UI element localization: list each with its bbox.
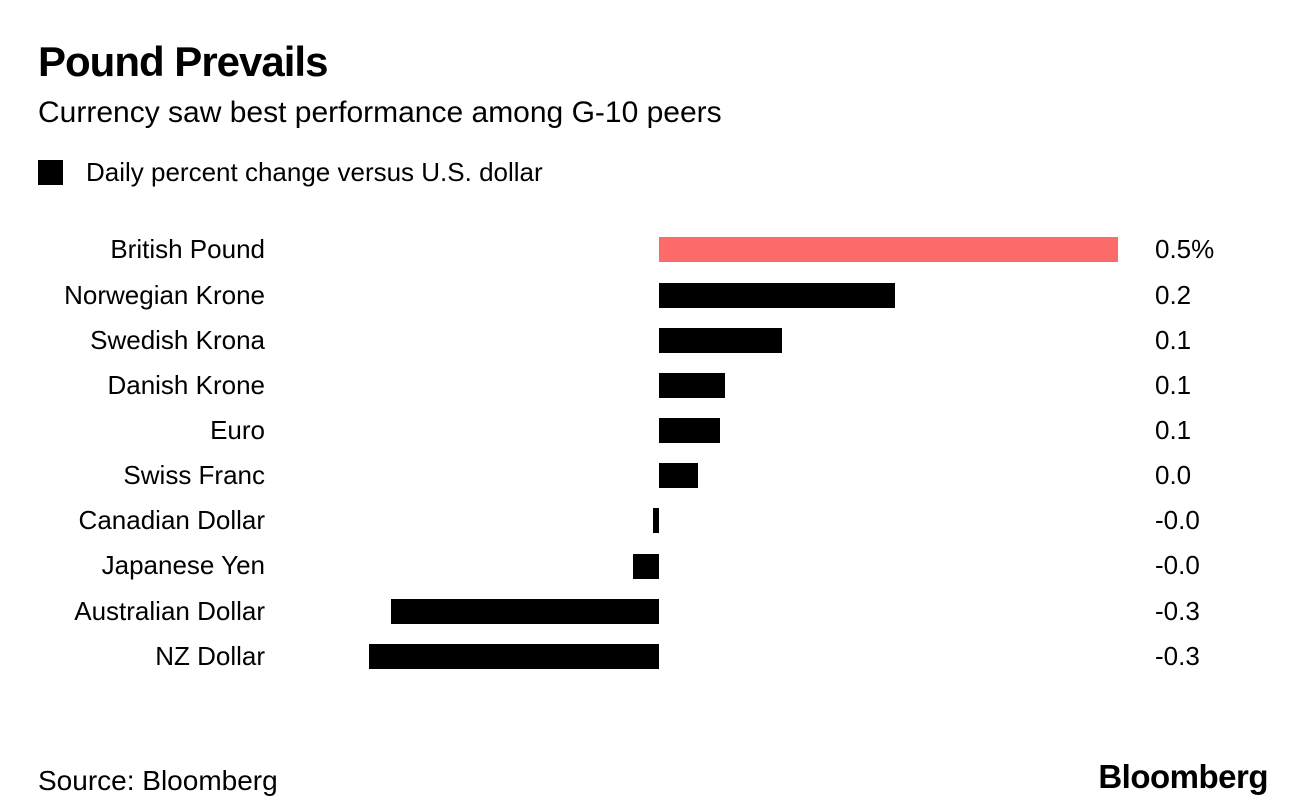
- chart-row: Canadian Dollar -0.0: [0, 498, 1296, 543]
- page-title: Pound Prevails: [38, 38, 328, 85]
- bar: [659, 372, 725, 398]
- chart-row: Swiss Franc 0.0: [0, 453, 1296, 498]
- category-label: Norwegian Krone: [64, 279, 265, 310]
- value-label: 0.1: [1155, 415, 1192, 446]
- chart-row: Euro 0.1: [0, 408, 1296, 453]
- chart-row: NZ Dollar -0.3: [0, 634, 1296, 679]
- chart-row: Swedish Krona 0.1: [0, 318, 1296, 363]
- legend-swatch: [38, 160, 63, 185]
- value-label: 0.5%: [1155, 234, 1215, 265]
- value-label: -0.3: [1155, 595, 1200, 626]
- chart-row: Australian Dollar -0.3: [0, 589, 1296, 634]
- value-label: -0.3: [1155, 640, 1200, 671]
- bar: [659, 418, 720, 444]
- category-label: Swiss Franc: [123, 460, 265, 491]
- bar: [659, 237, 1118, 263]
- category-label: Canadian Dollar: [78, 505, 265, 536]
- bar: [653, 508, 659, 534]
- chart-row: Norwegian Krone 0.2: [0, 273, 1296, 318]
- value-label: 0.1: [1155, 324, 1192, 355]
- bar: [369, 643, 659, 669]
- value-label: -0.0: [1155, 505, 1200, 536]
- legend: Daily percent change versus U.S. dollar: [38, 158, 543, 187]
- chart-row: Danish Krone 0.1: [0, 363, 1296, 408]
- source-note: Source: Bloomberg: [38, 765, 278, 796]
- category-label: Japanese Yen: [101, 550, 265, 581]
- bloomberg-logo: Bloomberg: [1098, 758, 1268, 795]
- legend-label: Daily percent change versus U.S. dollar: [86, 157, 543, 187]
- category-label: Swedish Krona: [90, 324, 265, 355]
- category-label: NZ Dollar: [155, 640, 265, 671]
- bar: [391, 598, 659, 624]
- category-label: British Pound: [110, 234, 265, 265]
- value-label: 0.2: [1155, 279, 1192, 310]
- bar: [633, 553, 659, 579]
- page-subtitle: Currency saw best performance among G-10…: [38, 96, 722, 129]
- chart-row: British Pound 0.5%: [0, 227, 1296, 272]
- value-label: 0.0: [1155, 460, 1192, 491]
- bar: [659, 327, 782, 353]
- category-label: Australian Dollar: [74, 595, 265, 626]
- category-label: Euro: [210, 415, 265, 446]
- value-label: 0.1: [1155, 369, 1192, 400]
- bar: [659, 282, 895, 308]
- bar: [659, 463, 698, 489]
- chart-row: Japanese Yen -0.0: [0, 543, 1296, 588]
- category-label: Danish Krone: [107, 369, 265, 400]
- bar-chart: British Pound 0.5% Norwegian Krone 0.2 Swedi…: [0, 227, 1296, 679]
- value-label: -0.0: [1155, 550, 1200, 581]
